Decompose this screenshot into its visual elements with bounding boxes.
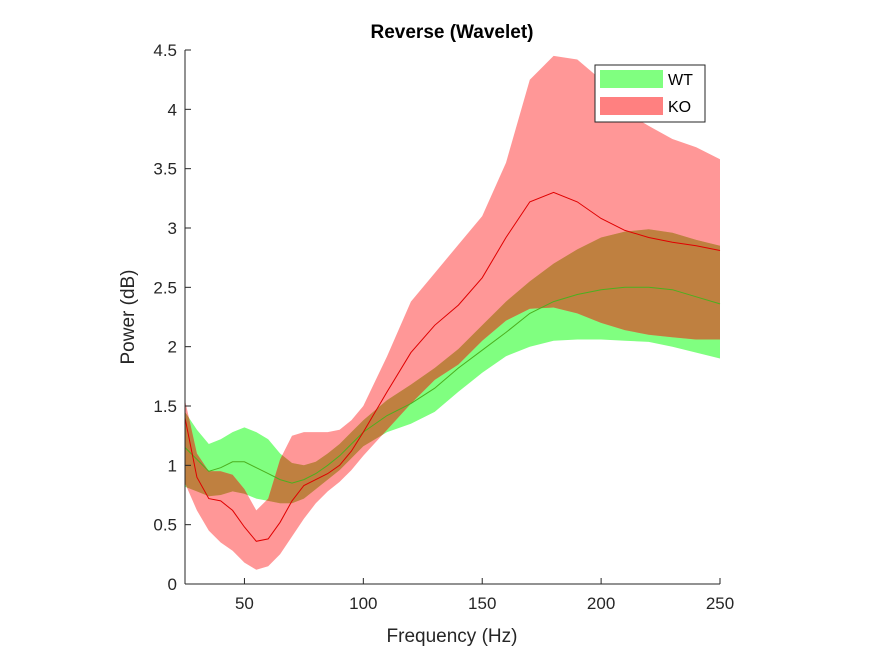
legend-swatch-ko	[600, 97, 663, 115]
x-ticks: 50 100 150 200 250	[235, 578, 734, 613]
legend-label-ko: KO	[668, 99, 691, 116]
x-tick-label: 100	[349, 594, 377, 613]
y-tick-label: 3	[168, 219, 177, 238]
x-axis-title: Frequency (Hz)	[387, 626, 518, 647]
axes: 50 100 150 200 250 0 0.5 1 1.5 2 2.5 3 3.5 4 4.5	[153, 41, 734, 613]
y-tick-label: 0.5	[153, 516, 177, 535]
y-axis-title: Power (dB)	[118, 269, 139, 364]
y-tick-label: 1	[168, 456, 177, 475]
y-tick-label: 3.5	[153, 160, 177, 179]
y-tick-label: 1.5	[153, 397, 177, 416]
y-tick-label: 4	[168, 100, 177, 119]
line-layer	[184, 191, 721, 542]
y-ticks: 0 0.5 1 1.5 2 2.5 3 3.5 4 4.5	[153, 41, 191, 594]
chart-title: Reverse (Wavelet)	[371, 22, 534, 43]
legend: WT KO	[594, 64, 706, 123]
y-tick-label: 0	[168, 575, 177, 594]
x-tick-label: 150	[468, 594, 496, 613]
y-tick-label: 4.5	[153, 41, 177, 60]
x-tick-label: 250	[706, 594, 734, 613]
y-tick-label: 2.5	[153, 278, 177, 297]
band-layer	[185, 55, 720, 570]
legend-swatch-wt	[600, 70, 663, 88]
y-tick-label: 2	[168, 338, 177, 357]
mean-line-ko	[184, 191, 721, 542]
x-tick-label: 50	[235, 594, 254, 613]
x-tick-label: 200	[587, 594, 615, 613]
plot-area	[184, 55, 721, 570]
band-ko	[185, 55, 720, 570]
legend-label-wt: WT	[668, 72, 693, 89]
